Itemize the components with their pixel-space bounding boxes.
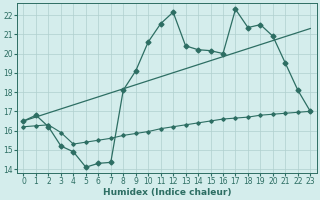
X-axis label: Humidex (Indice chaleur): Humidex (Indice chaleur) <box>103 188 231 197</box>
